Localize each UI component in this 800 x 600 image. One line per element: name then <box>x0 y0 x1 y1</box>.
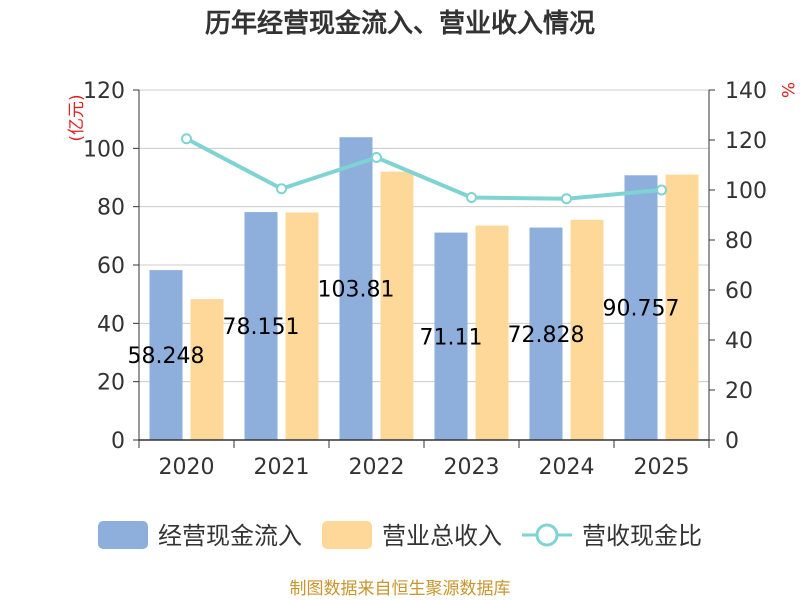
bars <box>149 137 699 441</box>
right-tick-label: 120 <box>725 129 767 154</box>
axes: 0 20 40 60 80 100 120 0 20 40 60 80 100 120 140 2020 202… <box>83 79 767 480</box>
ratio-point <box>656 184 667 196</box>
left-tick-label: 20 <box>97 371 125 396</box>
bar-total-revenue <box>380 171 414 440</box>
ratio-point <box>561 193 572 205</box>
ratio-point <box>181 133 192 145</box>
left-tick-label: 80 <box>97 196 125 221</box>
left-tick-label: 100 <box>83 137 125 162</box>
right-tick-label: 80 <box>725 229 753 254</box>
data-label-cash-inflow: 90.757 <box>603 297 680 322</box>
left-tick-label: 0 <box>111 429 125 454</box>
x-tick-label: 2021 <box>254 455 310 480</box>
bar-cash-inflow <box>244 212 278 440</box>
data-label-cash-inflow: 78.151 <box>223 315 300 340</box>
x-tick-label: 2023 <box>444 455 500 480</box>
x-tick-label: 2024 <box>539 455 595 480</box>
chart-title: 历年经营现金流入、营业收入情况 <box>205 8 595 39</box>
legend-swatch-cash-inflow <box>98 521 148 549</box>
data-label-cash-inflow: 72.828 <box>508 323 585 348</box>
bar-cash-inflow <box>624 175 658 440</box>
bar-total-revenue <box>665 174 699 441</box>
data-label-cash-inflow: 103.81 <box>318 278 395 303</box>
bar-cash-inflow <box>339 137 373 441</box>
legend-label-cash-inflow: 经营现金流入 <box>158 522 302 550</box>
legend-label-ratio: 营收现金比 <box>582 522 702 550</box>
right-tick-label: 140 <box>725 79 767 104</box>
bar-total-revenue <box>285 212 319 440</box>
legend: 经营现金流入 营业总收入 营收现金比 <box>98 521 702 550</box>
legend-marker-ratio <box>535 523 559 547</box>
grid-lines <box>139 89 709 383</box>
right-tick-label: 60 <box>725 279 753 304</box>
bar-total-revenue <box>570 219 604 440</box>
bar-cash-inflow <box>434 232 468 440</box>
ratio-line-path <box>185 136 662 201</box>
left-tick-label: 40 <box>97 312 125 337</box>
bar-total-revenue <box>190 299 224 440</box>
legend-swatch-total-revenue <box>322 521 372 549</box>
left-axis-unit: (亿元) <box>67 94 87 141</box>
bar-total-revenue <box>475 225 509 440</box>
right-tick-label: 40 <box>725 329 753 354</box>
legend-label-total-revenue: 营业总收入 <box>382 522 502 550</box>
left-tick-label: 60 <box>97 254 125 279</box>
right-axis-unit: % <box>777 82 797 98</box>
right-tick-label: 100 <box>725 179 767 204</box>
ratio-point <box>276 183 287 195</box>
right-tick-label: 20 <box>725 379 753 404</box>
left-tick-label: 120 <box>83 79 125 104</box>
x-tick-label: 2022 <box>349 455 405 480</box>
x-tick-label: 2025 <box>634 455 690 480</box>
bar-cash-inflow <box>529 227 563 440</box>
data-label-cash-inflow: 58.248 <box>128 344 205 369</box>
ratio-line <box>181 133 667 205</box>
x-tick-label: 2020 <box>159 455 215 480</box>
ratio-point <box>371 152 382 163</box>
ratio-point <box>466 192 477 203</box>
bar-cash-inflow <box>149 270 183 440</box>
data-label-cash-inflow: 71.11 <box>420 325 483 350</box>
data-source: 制图数据来自恒生聚源数据库 <box>290 579 511 599</box>
right-tick-label: 0 <box>725 429 739 454</box>
data-labels: 58.248 78.151 103.81 71.11 72.828 90.757 <box>128 278 680 369</box>
